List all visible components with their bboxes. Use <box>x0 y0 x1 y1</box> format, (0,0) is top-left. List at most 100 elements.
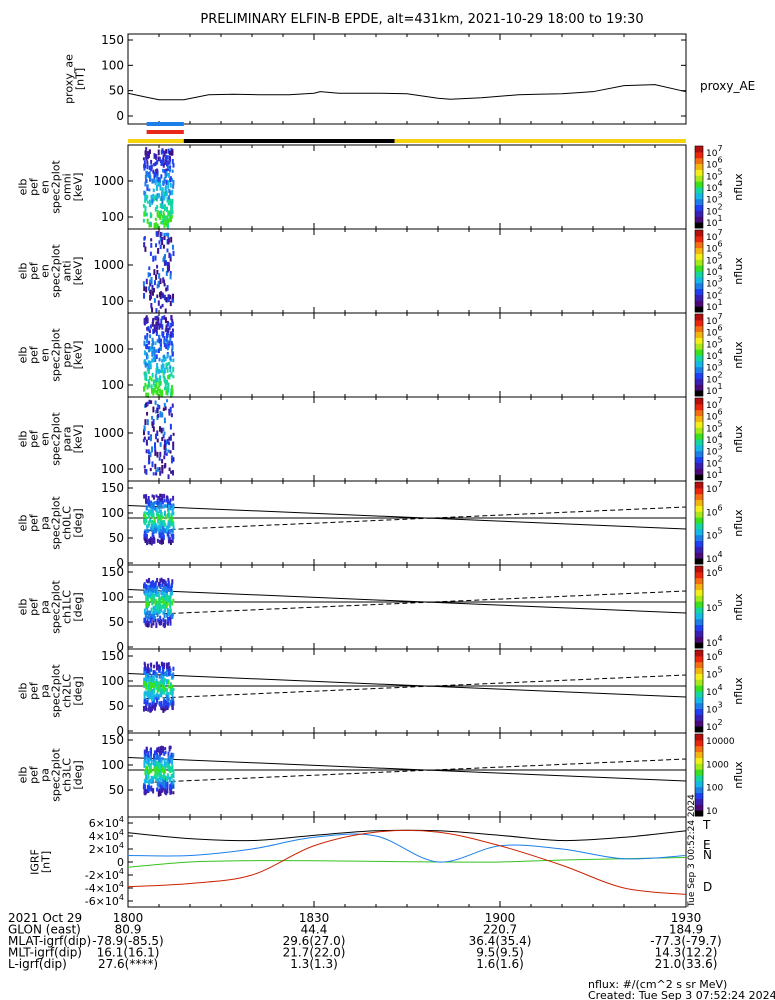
spectrogram-pixel <box>165 702 168 706</box>
spectrogram-pixel <box>163 672 166 677</box>
spectrogram-pixel <box>155 389 158 395</box>
spectrogram-pixel <box>145 702 148 707</box>
spectrogram-pixel <box>151 321 154 327</box>
footer-row-value: 80.9 <box>115 923 142 937</box>
spectrogram-pixel <box>156 269 159 275</box>
spectrogram-pixel <box>156 390 159 395</box>
spectrogram-pixel <box>158 240 161 245</box>
spectrogram-pixel <box>159 781 162 786</box>
spectrogram-pixel <box>160 621 163 626</box>
footer-row-value: 9.5(9.5) <box>476 946 524 960</box>
spectrogram-pixel <box>158 357 161 362</box>
spectrogram-pixel <box>166 608 169 614</box>
spectrogram-pixel <box>143 661 146 666</box>
spectrogram-pixel <box>155 523 158 530</box>
spectrogram-pixel <box>171 690 174 695</box>
spectrogram-frame <box>127 144 687 230</box>
spectrogram-pixel <box>165 671 168 676</box>
colorbar-segment <box>695 288 703 295</box>
spectrogram-pixel <box>152 426 155 432</box>
colorbar-segment <box>695 726 703 733</box>
spectrogram-pixel <box>155 375 158 382</box>
colorbar-segment <box>695 198 703 206</box>
spectrogram-pixel <box>172 432 175 436</box>
colorbar-segment <box>695 739 703 747</box>
spectrogram-pixel <box>143 340 146 347</box>
spectrogram-pixel <box>159 244 162 250</box>
spectrogram-pixel <box>169 784 172 789</box>
spectrogram-pixel <box>163 504 166 509</box>
colorbar-tick-label: 104 <box>706 263 723 278</box>
colorbar-segment <box>695 241 703 249</box>
spectrogram-pixel <box>170 391 173 397</box>
colorbar-tick-label: 104 <box>706 347 723 362</box>
spectrogram-pixel <box>151 291 154 296</box>
spectrogram-ytick-label: 0 <box>116 724 124 738</box>
spectrogram-pixel <box>160 768 163 773</box>
spectrogram-pixel <box>170 765 173 771</box>
spectrogram-pixel <box>168 504 171 509</box>
colorbar-tick-label-exp: 3 <box>717 191 722 200</box>
spectrogram-pixel <box>147 496 150 500</box>
spectrogram-pixel <box>153 687 156 694</box>
spectrogram-pixel <box>153 753 156 759</box>
spectrogram-pixel <box>165 525 168 532</box>
spectrogram-pixel <box>145 344 148 350</box>
colorbar-tick-label-base: 10 <box>706 196 718 206</box>
spectrogram-pixel <box>168 361 171 366</box>
spectrogram-pixel <box>159 532 162 539</box>
spectrogram-pixel <box>150 166 153 172</box>
spectrogram-pixel <box>148 149 151 155</box>
spectrogram-pixel <box>163 150 166 157</box>
spectrogram-pixel <box>147 761 150 768</box>
spectrogram-pixel <box>169 595 172 600</box>
spectrogram-pixel <box>145 402 148 408</box>
spectrogram-pixel <box>166 776 169 782</box>
colorbar-tick-label-exp: 6 <box>717 324 722 333</box>
spectrogram-pixel <box>166 267 169 273</box>
spectrogram-pixels <box>142 231 175 313</box>
spectrogram-pixel <box>153 173 156 179</box>
spectrogram-pixel <box>163 493 166 499</box>
spectrogram-pixel <box>146 317 149 324</box>
colorbar-segment <box>695 433 703 440</box>
spectrogram-pixel <box>147 346 150 350</box>
colorbar-segment <box>695 511 703 518</box>
spectrogram-pixel <box>159 296 162 300</box>
spectrogram-pixel <box>169 176 172 180</box>
spectrogram-pixel <box>166 501 169 507</box>
footer-row-value: -77.3(-79.7) <box>650 934 721 948</box>
spectrogram-pixel <box>157 413 160 418</box>
spectrogram-pixel <box>155 274 158 280</box>
spectrogram-pixel <box>158 584 161 589</box>
igrf-ytick-label: -4×104 <box>85 880 124 895</box>
spectrogram-pixel <box>169 539 172 545</box>
spectrogram-pixel <box>169 423 172 430</box>
spectrogram-pixel <box>158 334 161 339</box>
spectrogram-pixel <box>144 373 147 378</box>
spectrogram-ylabel-line: ch1LC <box>61 590 74 624</box>
colorbar-segment <box>695 734 703 741</box>
spectrogram-pixel <box>152 594 155 600</box>
spectrogram-pixel <box>150 539 153 546</box>
spectrogram-pixel <box>170 529 173 533</box>
colorbar-segment <box>695 409 703 417</box>
spectrogram-pixel <box>147 459 150 465</box>
spectrogram-pixel <box>161 359 164 363</box>
spectrogram-pixel <box>151 422 154 428</box>
spectrogram-pixel <box>154 341 157 346</box>
spectrogram-pixel <box>145 789 148 794</box>
spectrogram-pixel <box>158 457 161 461</box>
spectrogram-pixel <box>153 384 156 388</box>
spectrogram-pixel <box>166 345 169 351</box>
spectrogram-pixel <box>149 539 152 545</box>
colorbar-tick-label: 102 <box>706 454 723 469</box>
colorbar-segment <box>695 343 703 350</box>
colorbar-segment <box>695 804 703 811</box>
spectrogram-pixel <box>151 307 154 313</box>
spectrogram-pixel <box>151 358 154 363</box>
spectrogram-pixel <box>162 772 165 778</box>
spectrogram-pixel <box>167 262 170 267</box>
igrf-ytick-label-exp: 4 <box>119 828 124 837</box>
